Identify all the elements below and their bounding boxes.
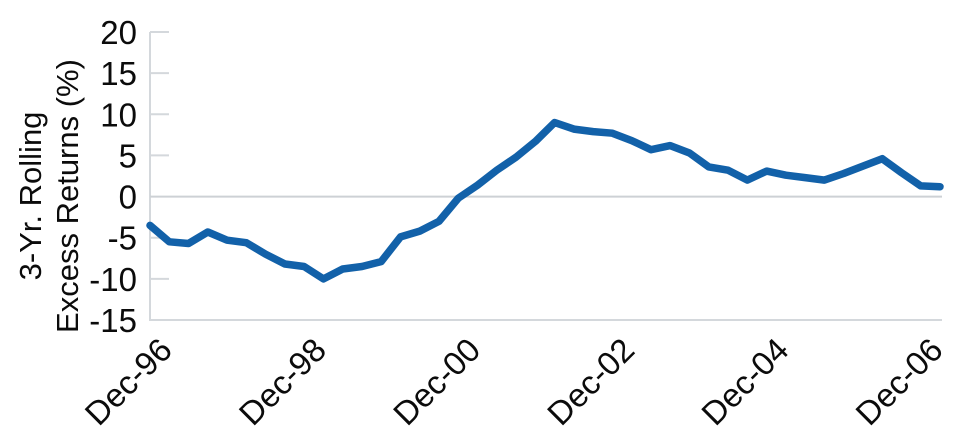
y-tick-label: 20 xyxy=(100,14,137,51)
y-tick-label: -5 xyxy=(108,220,137,257)
y-axis-title-line2: Excess Returns (%) xyxy=(50,59,85,333)
y-tick-label: 15 xyxy=(100,55,137,92)
y-tick-label: -10 xyxy=(89,261,137,298)
x-tick-label: Dec-00 xyxy=(386,331,487,432)
x-tick-label: Dec-04 xyxy=(694,331,795,432)
y-axis-title-line1: 3-Yr. Rolling xyxy=(13,112,48,281)
x-tick-label: Dec-02 xyxy=(540,331,641,432)
y-tick-label: -15 xyxy=(89,302,137,339)
excess-returns-line xyxy=(146,118,944,283)
y-tick-label: 5 xyxy=(119,137,137,174)
y-tick-label: 10 xyxy=(100,96,137,133)
x-tick-label: Dec-98 xyxy=(232,331,333,432)
y-tick-label: 0 xyxy=(119,179,137,216)
x-tick-label: Dec-96 xyxy=(78,331,179,432)
x-tick-label: Dec-06 xyxy=(848,331,949,432)
